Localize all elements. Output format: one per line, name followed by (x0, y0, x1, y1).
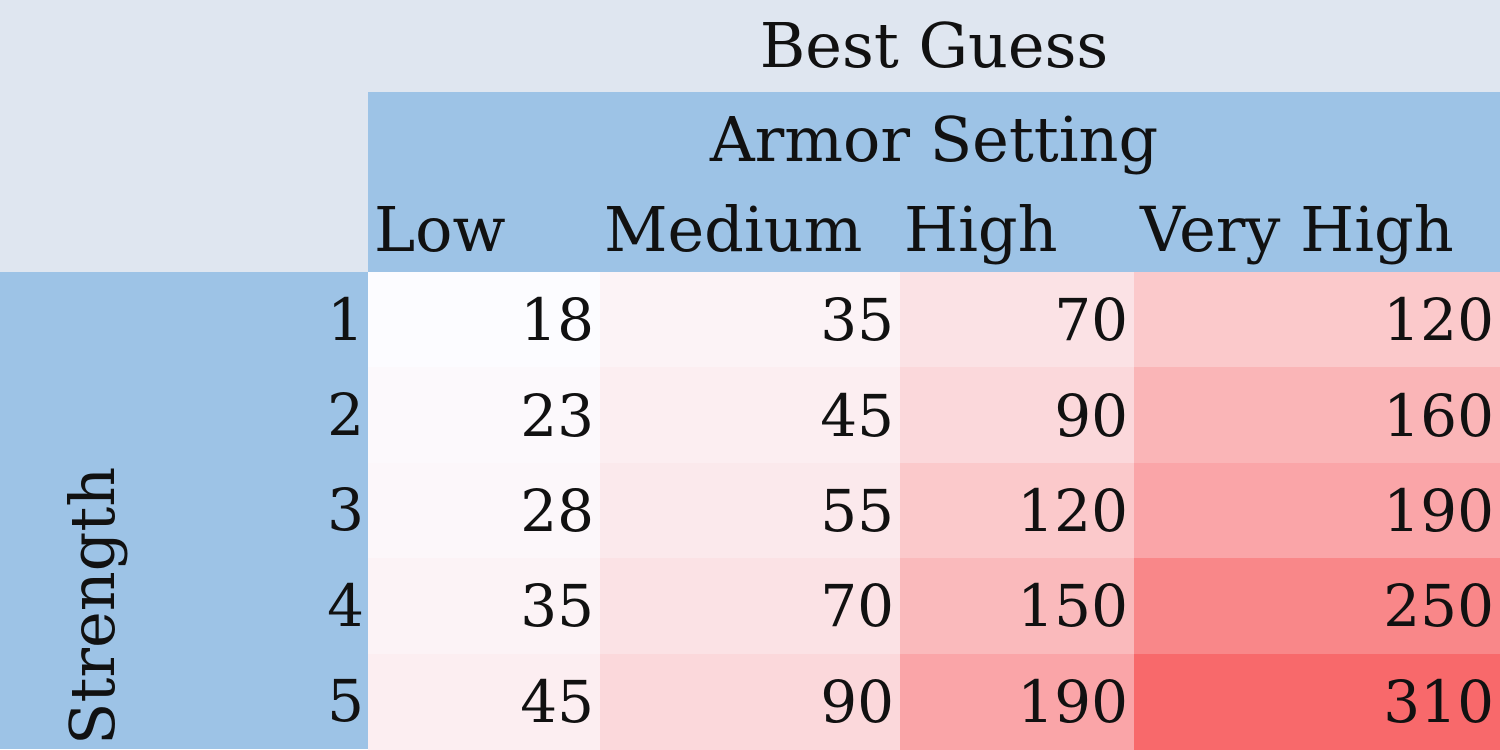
heatmap-cell: 23 (368, 367, 600, 463)
heatmap-cell: 150 (900, 558, 1134, 654)
row-axis-label: Strength (62, 467, 124, 745)
row-label: 1 (300, 272, 364, 367)
heatmap-cell: 45 (368, 654, 600, 750)
heatmap-cell: 190 (900, 654, 1134, 750)
heatmap-cell: 18 (368, 272, 600, 368)
corner-band (0, 92, 368, 272)
heatmap-cell: 120 (900, 463, 1134, 559)
column-label-medium: Medium (598, 188, 862, 272)
heatmap-cell: 70 (600, 558, 900, 654)
heatmap-cell: 90 (600, 654, 900, 750)
heatmap-cell: 310 (1134, 654, 1500, 750)
heatmap-cell: 90 (900, 367, 1134, 463)
chart-title: Best Guess (368, 0, 1500, 92)
heatmap-cell: 250 (1134, 558, 1500, 654)
heatmap-cell: 45 (600, 367, 900, 463)
column-label-high: High (898, 188, 1058, 272)
heatmap-cell: 28 (368, 463, 600, 559)
column-label-low: Low (368, 188, 506, 272)
heatmap-cell: 190 (1134, 463, 1500, 559)
row-label: 5 (300, 654, 364, 749)
row-label: 3 (300, 463, 364, 558)
heatmap-cell: 35 (600, 272, 900, 368)
heatmap-cell: 70 (900, 272, 1134, 368)
column-group-label: Armor Setting (368, 92, 1500, 188)
row-label: 4 (300, 558, 364, 653)
row-label: 2 (300, 367, 364, 462)
heatmap-cell: 120 (1134, 272, 1500, 368)
heatmap-cell: 160 (1134, 367, 1500, 463)
heatmap-cell: 35 (368, 558, 600, 654)
column-label-very-high: Very High (1134, 188, 1454, 272)
heatmap-cell: 55 (600, 463, 900, 559)
